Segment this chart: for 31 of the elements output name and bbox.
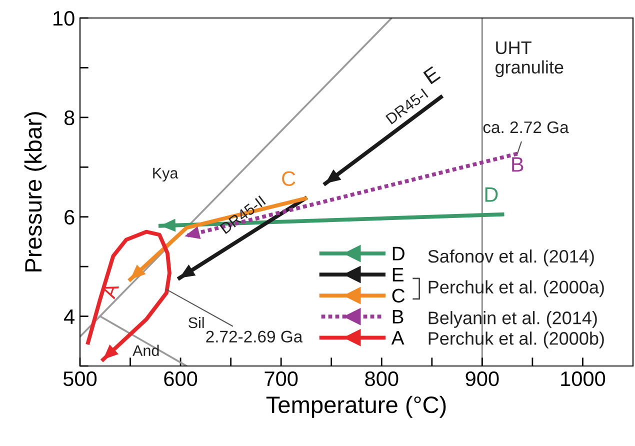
legend-label: D bbox=[392, 246, 404, 260]
annotation: UHT granulite bbox=[496, 42, 564, 78]
annotation: And bbox=[132, 344, 159, 356]
annotation: Perchuk et al. (2000b) bbox=[428, 332, 604, 348]
annotation: Safonov et al. (2014) bbox=[428, 249, 594, 266]
x-tick-label: 1000 bbox=[561, 371, 606, 386]
text: C bbox=[282, 171, 296, 186]
y-axis-title: Pressure (kbar) bbox=[24, 112, 46, 272]
x-tick-label: 900 bbox=[466, 371, 499, 386]
legend-label: A bbox=[391, 331, 404, 344]
annotation: ca. 2.72 Ga bbox=[483, 121, 569, 134]
annotation: Belyanin et al. (2014) bbox=[428, 311, 597, 328]
legend-label: B bbox=[392, 310, 404, 324]
x-tick-label: 600 bbox=[164, 371, 198, 386]
annotation: Perchuk et al. (2000a) bbox=[428, 280, 604, 298]
legend-label: E bbox=[392, 268, 404, 282]
x-tick-label: 700 bbox=[264, 371, 298, 386]
annotation: Kya bbox=[153, 168, 178, 182]
text: E bbox=[423, 66, 441, 84]
text: D bbox=[485, 187, 498, 202]
y-tick-label: 4 bbox=[64, 310, 75, 324]
y-tick-label: 10 bbox=[54, 11, 74, 26]
x-axis-title: Temperature (°C) bbox=[266, 396, 446, 418]
x-tick-label: 800 bbox=[365, 371, 398, 386]
x-tick-label: 500 bbox=[63, 371, 97, 386]
y-tick-label: 8 bbox=[64, 110, 74, 126]
annotation: 2.72-2.69 Ga bbox=[206, 330, 303, 343]
y-tick-label: 6 bbox=[64, 210, 74, 225]
text: B bbox=[512, 157, 524, 172]
annotation: Sil bbox=[188, 316, 204, 328]
legend-label: C bbox=[392, 288, 405, 303]
